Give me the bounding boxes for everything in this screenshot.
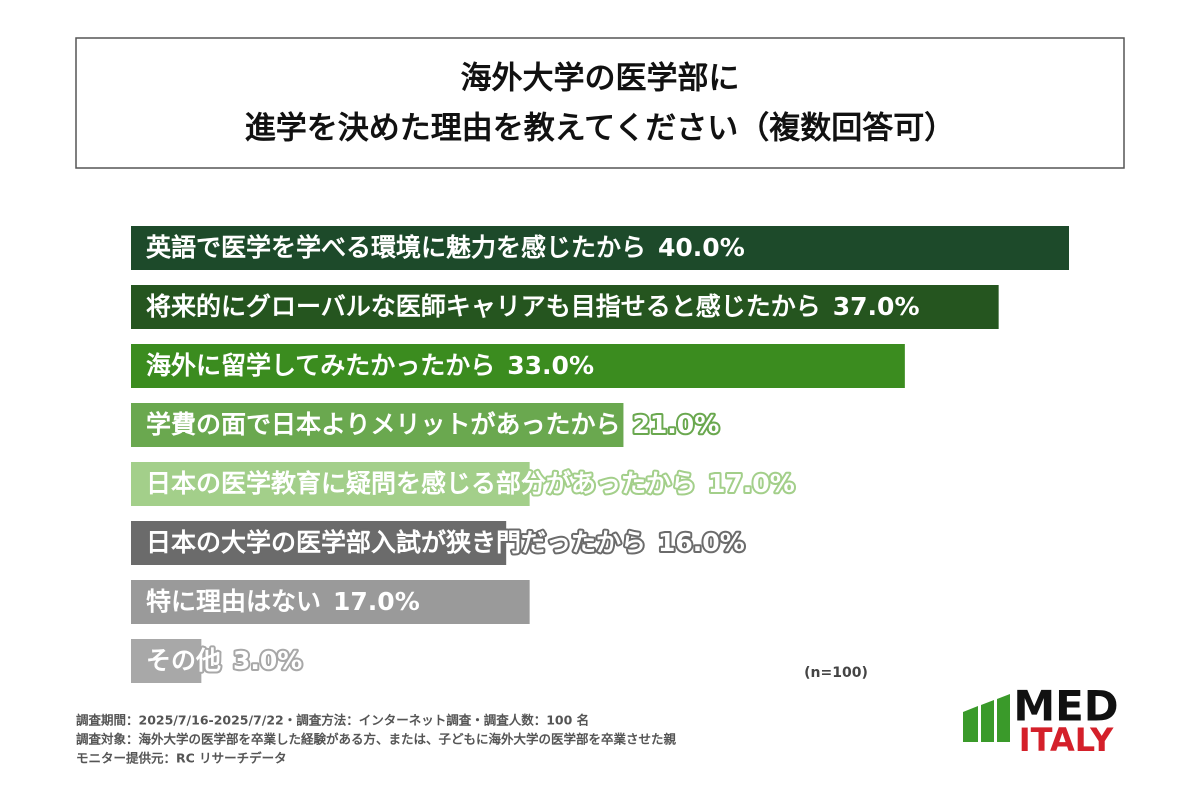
- logo: MED ITALY: [963, 682, 1119, 759]
- value-label: 37.0%: [833, 292, 920, 321]
- category-label: 日本の医学教育に疑問を感じる部分があったから: [146, 469, 696, 498]
- category-label: 海外に留学してみたかったから: [146, 351, 495, 380]
- logo-text: MED: [1013, 682, 1118, 731]
- footnote: 調査期間：2025/7/16-2025/7/22・調査方法：インターネット調査・…: [76, 713, 589, 728]
- bar: [131, 462, 530, 506]
- bar: [131, 580, 530, 624]
- bar: [131, 403, 624, 447]
- bar-label: 学費の面で日本よりメリットがあったから 21.0%: [146, 410, 719, 439]
- value-label: 16.0%: [658, 528, 745, 557]
- value-label: 40.0%: [658, 233, 745, 262]
- title-box: [75, 37, 1125, 169]
- category-label: 学費の面で日本よりメリットがあったから: [146, 410, 621, 439]
- value-label: 17.0%: [333, 587, 420, 616]
- bar-label: その他 3.0%: [146, 646, 302, 675]
- bar-label: 日本の医学教育に疑問を感じる部分があったから 17.0%: [146, 469, 795, 498]
- category-label: 特に理由はない: [146, 587, 321, 616]
- value-label: 3.0%: [233, 646, 302, 675]
- category-label: その他: [146, 646, 221, 675]
- bar: [131, 521, 507, 565]
- category-label: 英語で医学を学べる環境に魅力を感じたから: [146, 233, 646, 262]
- bar-label: 将来的にグローバルな医師キャリアも目指せると感じたから 37.0%: [146, 292, 920, 321]
- bar-label: 海外に留学してみたかったから 33.0%: [146, 351, 594, 380]
- chart-title: 進学を決めた理由を教えてください（複数回答可）: [245, 111, 956, 147]
- category-label: 日本の大学の医学部入試が狭き門だったから: [146, 528, 646, 557]
- bar: [131, 285, 999, 329]
- bar: [131, 639, 202, 683]
- footnote: モニター提供元：RC リサーチデータ: [76, 751, 287, 766]
- bar-label: 特に理由はない 17.0%: [146, 587, 420, 616]
- value-label: 33.0%: [507, 351, 594, 380]
- logo-text: ITALY: [1019, 721, 1114, 759]
- category-label: 将来的にグローバルな医師キャリアも目指せると感じたから: [146, 292, 821, 321]
- bar-label: 日本の大学の医学部入試が狭き門だったから 16.0%: [146, 528, 745, 557]
- value-label: 21.0%: [633, 410, 720, 439]
- footnote: 調査対象：海外大学の医学部を卒業した経験がある方、または、子どもに海外大学の医学…: [76, 732, 677, 747]
- bar: [131, 344, 905, 388]
- bar: [131, 226, 1069, 270]
- value-label: 17.0%: [708, 469, 795, 498]
- sample-note: (n=100): [804, 665, 868, 681]
- chart-title: 海外大学の医学部に: [461, 61, 740, 97]
- bar-label: 英語で医学を学べる環境に魅力を感じたから 40.0%: [146, 233, 745, 262]
